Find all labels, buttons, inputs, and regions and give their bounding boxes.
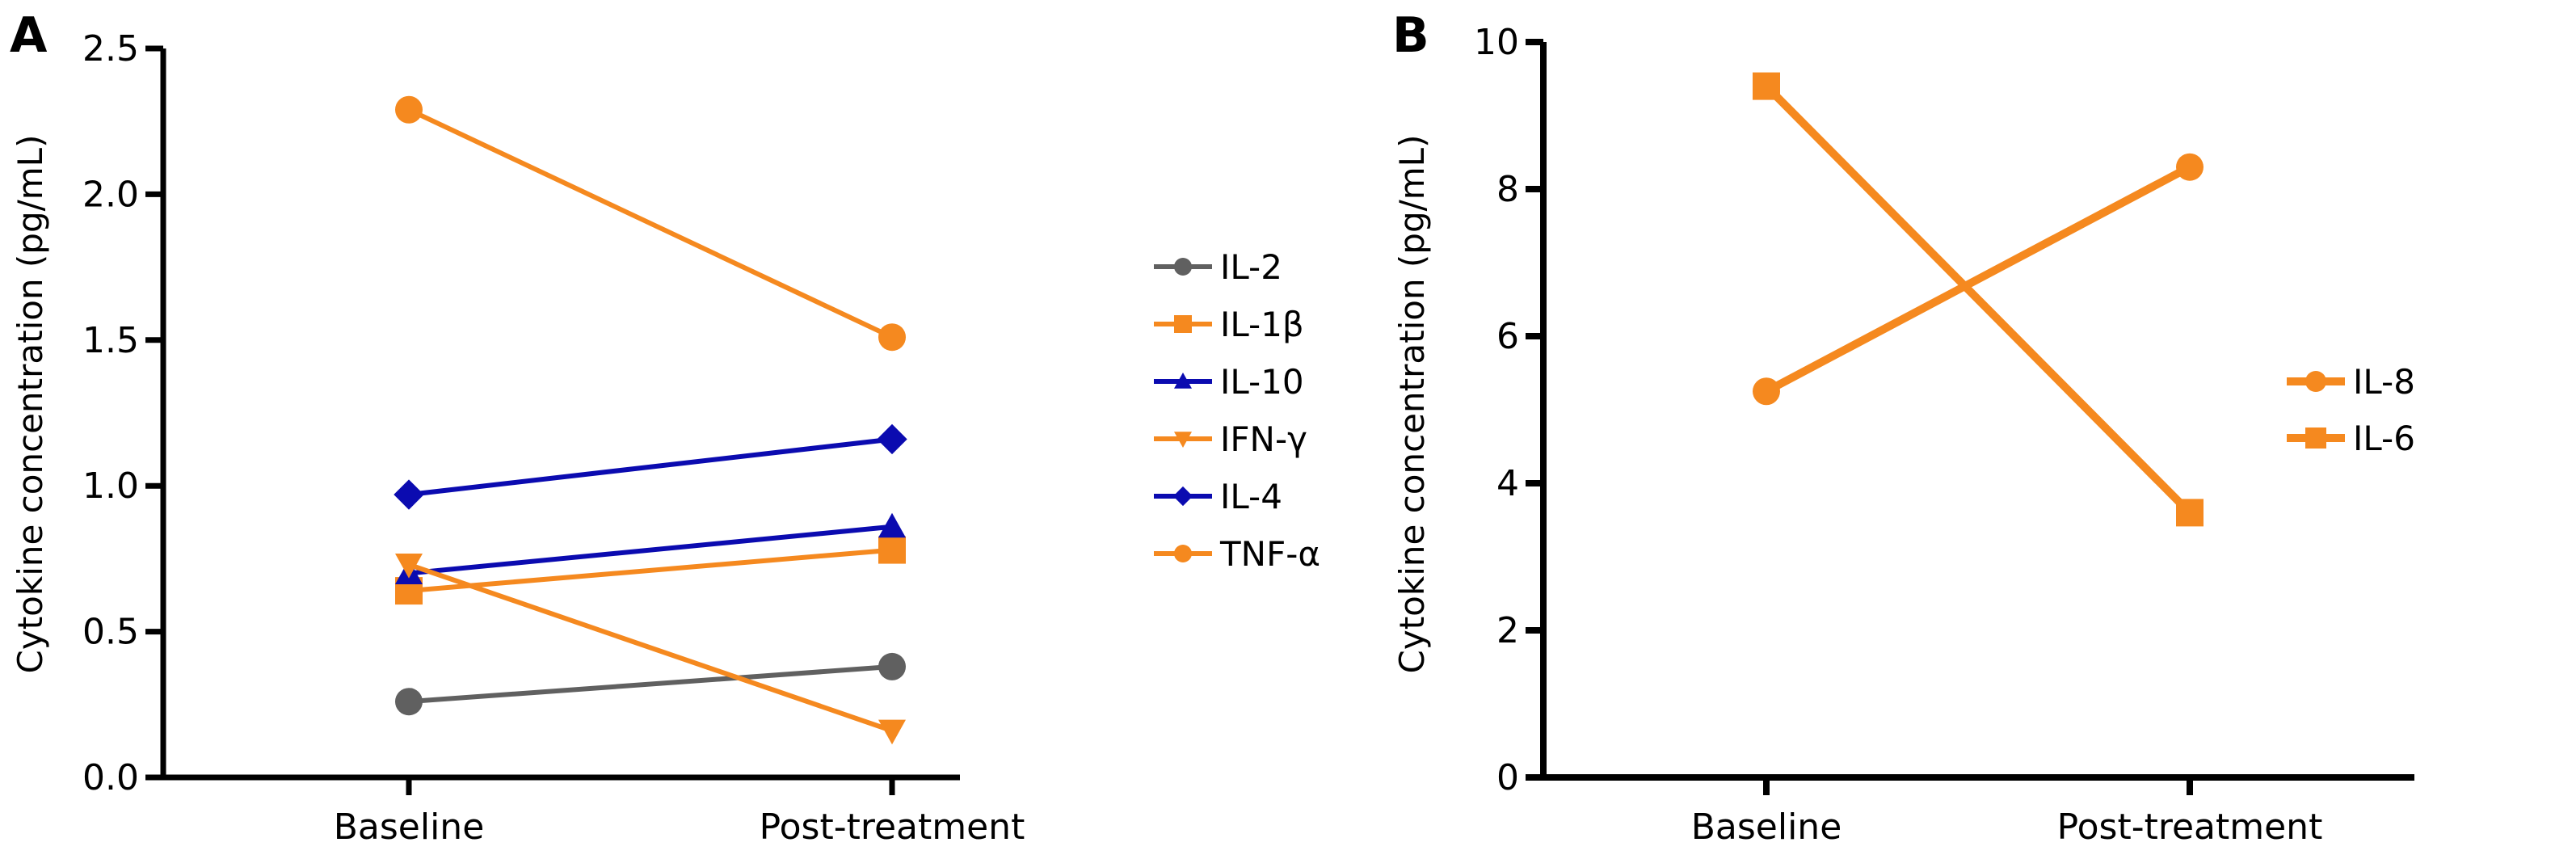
panel-a-series-il1-line [408,547,893,594]
panel-b-letter: B [1392,7,1429,64]
panel-a-legend-il1-marker [1174,315,1192,333]
panel-a-series-tnf-point [878,323,906,352]
panel-b-y-tick-label: 2 [1496,610,1519,651]
panel-a-series-il10-line [408,524,893,576]
panel-a-series-il4-point [877,423,907,455]
panel-a-y-tick-label: 2.5 [82,28,139,69]
panel-a-series-ifn-point [878,719,906,745]
panel-b-y-tick-label: 8 [1496,169,1519,210]
panel-a-legend: IL-2 IL-1β IL-10 IFN-γ IL-4 TNF-α [1154,247,1320,574]
panel-b-series-il8-point [2176,153,2203,181]
panel-b-x-tick-label: Post-treatment [2057,807,2323,848]
panel-a-letter: A [10,7,48,64]
panel-b-series-il6-line [1763,83,2193,516]
panel-a-series-il4-point [394,479,424,510]
panel-a: A 0.0 0.5 1.0 1.5 2.0 2.5 Baseline Post-treatme… [10,7,1320,848]
panel-b-y-tick-label: 4 [1496,463,1519,504]
panel-a-series-ifn-point [395,554,423,579]
panel-b-legend: IL-8 IL-6 [2287,362,2415,458]
panel-a-legend-ifn-marker [1174,432,1192,448]
panel-a-y-tick-label: 2.0 [82,174,139,215]
panel-a-legend-tnf-label: TNF-α [1219,534,1320,574]
panel-b-x-tick-label: Baseline [1691,807,1842,848]
panel-a-plot-area: 0.0 0.5 1.0 1.5 2.0 2.5 Baseline Post-treatment [82,28,1025,848]
panel-a-y-tick-label: 0.5 [82,612,139,653]
panel-b-legend-il8-marker [2305,371,2326,392]
panel-b-y-tick-label: 0 [1496,757,1519,798]
panel-b-series-il6-point [1753,72,1780,100]
panel-a-legend-il4-label: IL-4 [1220,477,1282,516]
panel-a-y-tick-label: 1.5 [82,320,139,361]
panel-a-series-il2-point [395,688,423,716]
panel-a-series-il2-point [878,652,906,680]
panel-a-series-il2-line [408,663,893,705]
panel-a-series-ifn-line [408,562,893,734]
panel-a-y-tick-label: 0.0 [82,757,139,798]
panel-b-series-il6-point [2176,499,2203,527]
panel-a-y-tick-label: 1.0 [82,465,139,507]
panel-a-legend-ifn-label: IFN-γ [1220,419,1307,459]
panel-a-series-tnf-point [395,95,423,124]
panel-b-series-il8-point [1753,377,1780,406]
panel-a-legend-il2-label: IL-2 [1220,247,1282,287]
panel-a-series-il10-point [878,512,906,538]
panel-b-series-il8-line [1764,163,2192,395]
panel-a-legend-il10-marker [1174,373,1192,389]
panel-b-legend-il6-label: IL-6 [2353,419,2415,458]
panel-a-legend-tnf-marker [1174,545,1192,562]
panel-b-y-axis-label: Cytokine concentration (pg/mL) [1392,135,1432,674]
panel-b: B 0 2 4 6 8 10 Baseline Post-treatment Cytokine… [1392,7,2415,848]
panel-b-plot-area: 0 2 4 6 8 10 Baseline Post-treatment [1474,22,2414,848]
panel-a-series-tnf-line [407,107,894,339]
panel-b-y-tick-label: 10 [1474,22,1519,63]
panel-b-legend-il8-label: IL-8 [2353,362,2415,402]
panel-a-series-il4-line [408,436,893,498]
panel-a-x-tick-label: Baseline [334,807,485,848]
panel-a-legend-il4-marker [1172,486,1193,507]
panel-b-legend-il6-marker [2305,428,2326,449]
panel-a-legend-il1-label: IL-1β [1220,305,1304,344]
panel-a-legend-il10-label: IL-10 [1220,362,1304,402]
panel-a-legend-il2-marker [1174,258,1192,276]
panel-a-y-axis-label: Cytokine concentration (pg/mL) [11,135,50,674]
panel-a-series-il1-point [878,536,906,564]
panel-a-x-tick-label: Post-treatment [760,807,1025,848]
panel-b-y-tick-label: 6 [1496,316,1519,357]
